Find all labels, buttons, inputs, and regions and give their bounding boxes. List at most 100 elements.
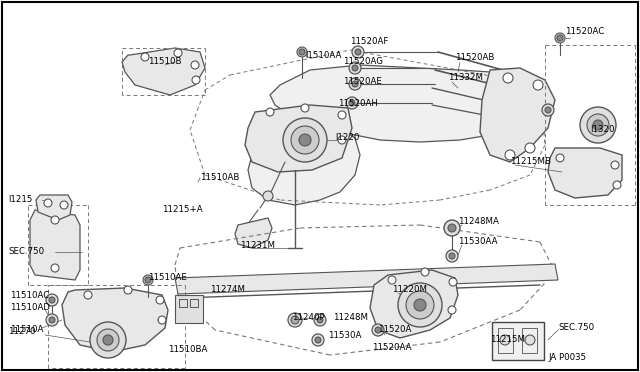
Circle shape (556, 154, 564, 162)
Text: 11520AH: 11520AH (338, 99, 378, 108)
Circle shape (301, 104, 309, 112)
Text: 11270: 11270 (8, 327, 35, 337)
Bar (492, 322, 544, 360)
Circle shape (388, 276, 396, 284)
Circle shape (51, 264, 59, 272)
Circle shape (291, 316, 299, 324)
Circle shape (156, 296, 164, 304)
Bar (498, 328, 513, 353)
Text: 11510BA: 11510BA (168, 346, 207, 355)
Bar (179, 299, 187, 307)
Bar (175, 295, 203, 323)
Circle shape (283, 118, 327, 162)
Circle shape (449, 253, 455, 259)
Circle shape (503, 73, 513, 83)
Circle shape (312, 334, 324, 346)
Circle shape (338, 111, 346, 119)
Text: 11215M: 11215M (490, 336, 525, 344)
Circle shape (525, 143, 535, 153)
Text: JA P0035: JA P0035 (548, 353, 586, 362)
Text: 11520AG: 11520AG (343, 58, 383, 67)
Circle shape (349, 62, 361, 74)
Circle shape (542, 104, 554, 116)
Circle shape (611, 161, 619, 169)
Circle shape (349, 78, 361, 90)
Text: SEC.750: SEC.750 (8, 247, 44, 257)
Circle shape (297, 47, 307, 57)
Polygon shape (30, 210, 80, 280)
Text: 11520AB: 11520AB (455, 52, 494, 61)
Text: l1220: l1220 (335, 134, 360, 142)
Text: 11274M: 11274M (210, 285, 245, 295)
Circle shape (587, 114, 609, 136)
Circle shape (372, 324, 384, 336)
Circle shape (46, 294, 58, 306)
Circle shape (448, 306, 456, 314)
Bar (190, 299, 198, 307)
Circle shape (291, 126, 319, 154)
Text: 11510AB: 11510AB (200, 173, 239, 183)
Circle shape (49, 297, 55, 303)
Circle shape (158, 316, 166, 324)
Circle shape (97, 329, 119, 351)
Text: 11215+A: 11215+A (162, 205, 203, 215)
Circle shape (84, 291, 92, 299)
Circle shape (375, 327, 381, 333)
Text: 11332M: 11332M (448, 73, 483, 81)
Circle shape (124, 286, 132, 294)
Circle shape (191, 61, 199, 69)
Text: 11520AC: 11520AC (565, 28, 604, 36)
Text: 11510AE: 11510AE (148, 273, 187, 282)
Circle shape (448, 224, 456, 232)
Circle shape (352, 46, 364, 58)
Polygon shape (175, 264, 558, 294)
Circle shape (352, 65, 358, 71)
Text: SEC.750: SEC.750 (558, 324, 594, 333)
Circle shape (46, 314, 58, 326)
Circle shape (299, 49, 305, 55)
Circle shape (533, 80, 543, 90)
Circle shape (444, 220, 460, 236)
Text: 11248MA: 11248MA (458, 218, 499, 227)
Circle shape (103, 335, 113, 345)
Circle shape (421, 268, 429, 276)
Circle shape (449, 278, 457, 286)
Circle shape (263, 191, 273, 201)
Circle shape (414, 299, 426, 311)
Circle shape (352, 81, 358, 87)
Text: 11220M: 11220M (392, 285, 427, 295)
Polygon shape (548, 148, 622, 198)
Circle shape (355, 49, 361, 55)
Text: 11248M: 11248M (333, 314, 368, 323)
Text: 11215MB: 11215MB (510, 157, 551, 167)
Circle shape (288, 313, 302, 327)
Polygon shape (270, 65, 510, 142)
Circle shape (314, 314, 326, 326)
Text: 11530AA: 11530AA (458, 237, 497, 247)
Text: l1510AA: l1510AA (305, 51, 341, 60)
Circle shape (315, 337, 321, 343)
Circle shape (557, 35, 563, 41)
Circle shape (317, 317, 323, 323)
Text: 11510AD: 11510AD (10, 304, 50, 312)
Circle shape (505, 150, 515, 160)
Polygon shape (480, 68, 555, 162)
Circle shape (145, 277, 151, 283)
Text: 11510AC: 11510AC (10, 291, 49, 299)
Circle shape (192, 76, 200, 84)
Circle shape (446, 250, 458, 262)
Circle shape (349, 100, 355, 106)
Circle shape (593, 120, 603, 130)
Polygon shape (122, 48, 205, 95)
Circle shape (406, 291, 434, 319)
Circle shape (500, 335, 510, 345)
Circle shape (143, 275, 153, 285)
Polygon shape (245, 105, 352, 172)
Text: 11240P: 11240P (292, 314, 324, 323)
Text: l1215: l1215 (8, 196, 33, 205)
Circle shape (338, 136, 346, 144)
Circle shape (398, 283, 442, 327)
Polygon shape (248, 115, 360, 205)
Text: 11510B: 11510B (148, 58, 182, 67)
Bar (522, 328, 537, 353)
